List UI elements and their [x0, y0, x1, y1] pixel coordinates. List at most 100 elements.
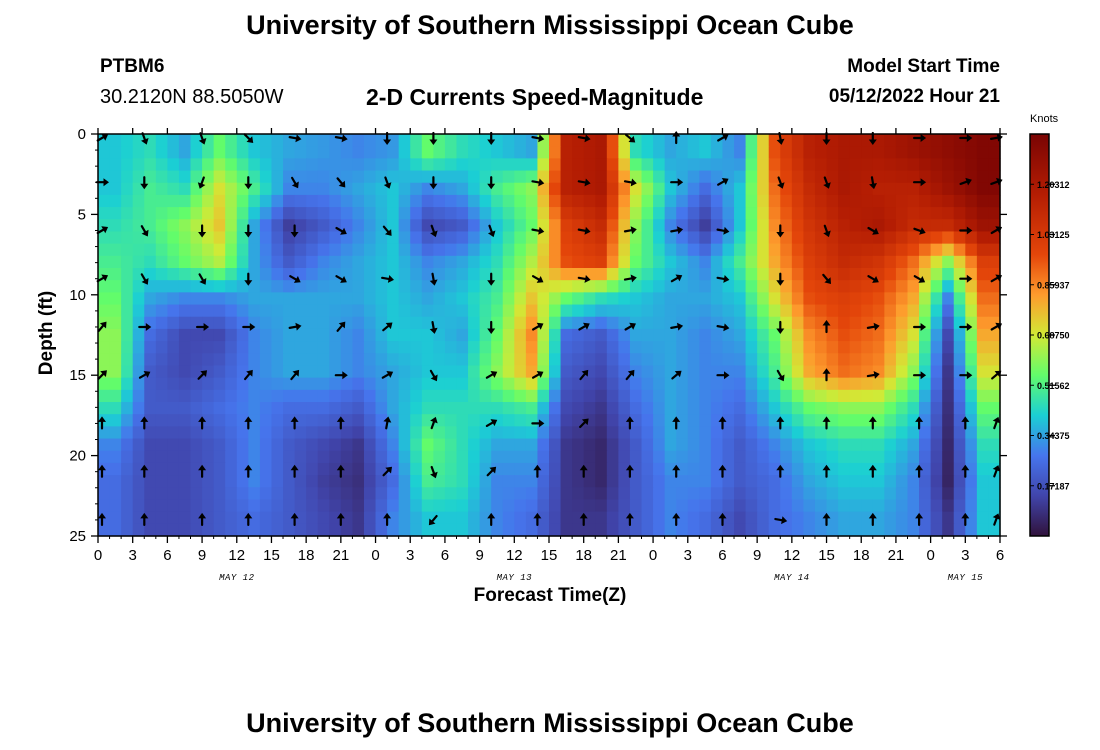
heatmap-cell: [502, 255, 515, 269]
heatmap-cell: [710, 499, 724, 513]
heatmap-cell: [791, 365, 805, 379]
heatmap-cell: [953, 341, 966, 354]
heatmap-cell: [641, 255, 654, 269]
heatmap-cell: [444, 268, 458, 281]
heatmap-cell: [930, 523, 943, 537]
heatmap-cell: [838, 426, 851, 440]
heatmap-cell: [965, 523, 978, 537]
heatmap-cell: [317, 462, 330, 476]
heatmap-cell: [618, 146, 631, 159]
heatmap-cell: [583, 182, 596, 196]
heatmap-cell: [768, 170, 781, 184]
x-tick-label: 0: [371, 547, 379, 564]
heatmap-cell: [641, 182, 654, 196]
heatmap-cell: [468, 292, 481, 306]
heatmap-cell: [560, 134, 573, 147]
heatmap-cell: [583, 426, 596, 440]
heatmap-cell: [525, 450, 539, 464]
heatmap-cell: [109, 426, 122, 440]
heatmap-cell: [814, 414, 828, 427]
heatmap-cell: [595, 268, 608, 281]
heatmap-cell: [271, 316, 284, 330]
heatmap-cell: [895, 414, 909, 427]
heatmap-cell: [930, 475, 943, 488]
heatmap-cell: [248, 402, 261, 415]
heatmap-cell: [606, 292, 619, 306]
heatmap-cell: [317, 377, 330, 391]
direction-arrow: [625, 464, 634, 478]
heatmap-cell: [340, 194, 354, 208]
heatmap-cell: [363, 231, 377, 245]
heatmap-cell: [283, 304, 296, 318]
heatmap-cell: [699, 146, 712, 159]
heatmap-cell: [757, 194, 770, 208]
heatmap-cell: [340, 438, 354, 452]
heatmap-cell: [699, 243, 712, 257]
heatmap-cell: [190, 523, 203, 537]
heatmap-cell: [398, 402, 411, 415]
heatmap-cell: [468, 316, 481, 330]
heatmap-cell: [803, 219, 816, 233]
heatmap-cell: [884, 231, 897, 245]
heatmap-cell: [699, 316, 712, 330]
y-tick-label: 0: [78, 126, 86, 143]
direction-arrow: [912, 134, 927, 142]
heatmap-cell: [132, 328, 145, 342]
heatmap-cell: [491, 207, 504, 220]
heatmap-cell: [444, 426, 458, 440]
heatmap-cell: [907, 402, 920, 415]
heatmap-cell: [144, 207, 157, 220]
direction-arrow: [961, 416, 970, 430]
heatmap-cell: [942, 243, 955, 257]
heatmap-cell: [722, 414, 735, 427]
heatmap-cell: [826, 450, 839, 464]
heatmap-cell: [768, 499, 781, 513]
x-tick-label: 21: [333, 547, 350, 564]
heatmap-cell: [363, 219, 377, 233]
heatmap-cell: [468, 207, 481, 220]
direction-arrow: [959, 371, 973, 380]
heatmap-cell: [988, 243, 1001, 257]
heatmap-cell: [618, 328, 631, 342]
heatmap-cell: [942, 316, 955, 330]
direction-arrow: [429, 369, 438, 382]
heatmap-cell: [549, 207, 562, 220]
heatmap-cell: [560, 182, 573, 196]
direction-arrow: [716, 226, 730, 235]
heatmap-cell: [895, 207, 909, 220]
heatmap-cell: [225, 280, 238, 293]
heatmap-cell: [433, 414, 446, 427]
direction-arrow: [912, 371, 927, 380]
heatmap-cell: [352, 389, 365, 403]
heatmap-cell: [132, 402, 145, 415]
heatmap-cell: [375, 134, 388, 147]
heatmap-cell: [387, 353, 400, 367]
heatmap-cell: [433, 304, 446, 318]
heatmap-cell: [236, 341, 249, 354]
heatmap-cell: [421, 243, 434, 257]
heatmap-cell: [872, 450, 885, 464]
heatmap-cell: [306, 475, 319, 488]
heatmap-cell: [710, 219, 724, 233]
heatmap-cell: [664, 414, 677, 427]
heatmap-cell: [363, 389, 377, 403]
direction-arrow: [382, 322, 393, 332]
heatmap-cell: [271, 268, 284, 281]
heatmap-cell: [537, 462, 550, 476]
heatmap-cell: [572, 475, 585, 488]
direction-arrow: [868, 416, 877, 430]
heatmap-cell: [757, 243, 770, 257]
heatmap-cell: [514, 462, 527, 476]
heatmap-cell: [549, 194, 562, 208]
heatmap-cell: [953, 194, 966, 208]
heatmap-cell: [248, 462, 261, 476]
heatmap-cell: [421, 365, 434, 379]
direction-arrow: [383, 176, 392, 189]
heatmap-cell: [155, 158, 168, 172]
heatmap-cell: [340, 426, 354, 440]
heatmap-cell: [745, 475, 758, 488]
heatmap-cell: [248, 255, 261, 269]
heatmap-cell: [606, 414, 619, 427]
heatmap-cell: [213, 292, 226, 306]
heatmap-cell: [398, 487, 411, 501]
